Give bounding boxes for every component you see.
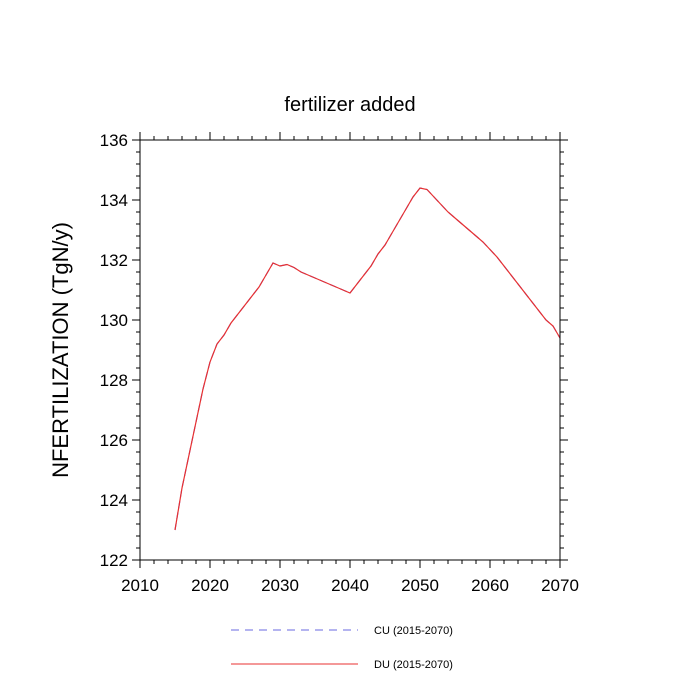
- legend-label: CU (2015-2070): [374, 625, 453, 637]
- y-tick-label: 136: [100, 131, 128, 150]
- x-tick-label: 2030: [261, 576, 299, 595]
- series-line-du: [174, 187, 561, 531]
- y-tick-label: 126: [100, 431, 128, 450]
- y-tick-label: 132: [100, 251, 128, 270]
- y-tick-label: 128: [100, 371, 128, 390]
- y-axis-label: NFERTILIZATION (TgN/y): [48, 222, 73, 478]
- y-tick-label: 134: [100, 191, 128, 210]
- legend-label: DU (2015-2070): [374, 659, 453, 671]
- tick-labels: 2010 2020 2030 2040 2050 2060 2070 122 124 126 128…: [100, 131, 579, 595]
- y-tick-label: 130: [100, 311, 128, 330]
- legend: CU (2015-2070) DU (2015-2070): [231, 625, 453, 671]
- y-tick-label: 122: [100, 551, 128, 570]
- x-tick-label: 2040: [331, 576, 369, 595]
- series-line-cu: [174, 187, 561, 531]
- chart-title: fertilizer added: [284, 94, 415, 116]
- x-tick-label: 2050: [401, 576, 439, 595]
- x-tick-label: 2060: [471, 576, 509, 595]
- x-tick-label: 2070: [541, 576, 579, 595]
- series-lines: [174, 187, 561, 531]
- x-tick-label: 2010: [121, 576, 159, 595]
- x-tick-label: 2020: [191, 576, 229, 595]
- y-tick-label: 124: [100, 491, 128, 510]
- axis-ticks: [132, 132, 568, 568]
- plot-frame: [139, 139, 561, 561]
